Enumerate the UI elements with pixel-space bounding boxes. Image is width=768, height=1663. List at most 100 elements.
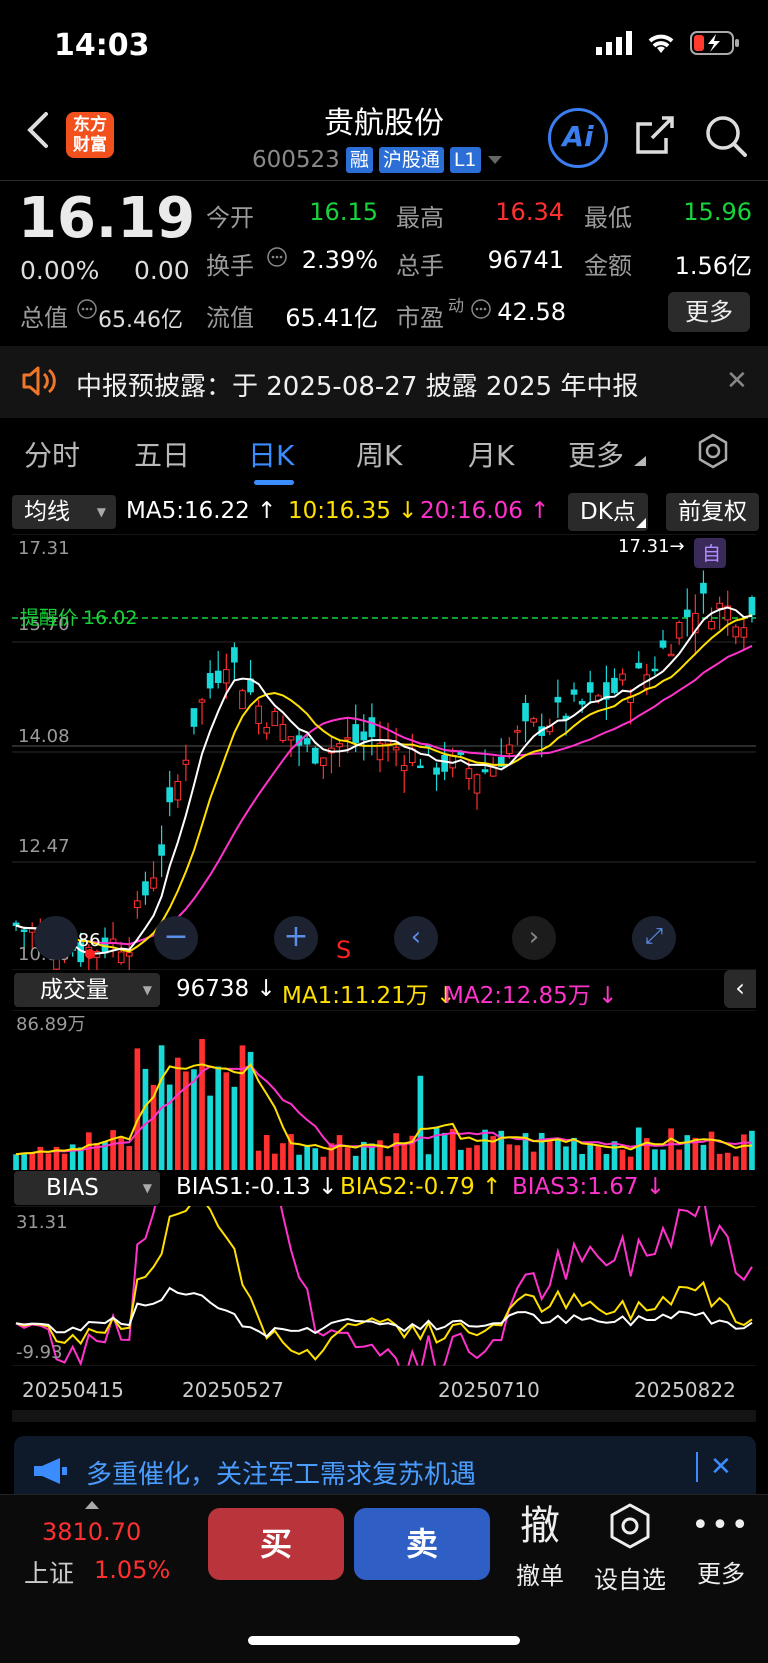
candle-body bbox=[320, 757, 327, 767]
ai-button[interactable]: Ai bbox=[548, 108, 608, 168]
volume-bar bbox=[29, 1152, 36, 1170]
volume-bar bbox=[425, 1154, 432, 1170]
volume-ma2-line bbox=[15, 1064, 753, 1156]
bias1-line bbox=[15, 1286, 753, 1338]
dropdown-icon bbox=[487, 156, 502, 164]
volume-bar bbox=[457, 1149, 464, 1170]
speaker-icon bbox=[22, 366, 56, 396]
add-watchlist-button[interactable]: 设自选 bbox=[586, 1502, 674, 1595]
volume-bar bbox=[684, 1135, 691, 1170]
volume-bar bbox=[587, 1143, 594, 1170]
more-quote-button[interactable]: 更多 bbox=[668, 292, 750, 332]
candle-body bbox=[514, 730, 521, 733]
volume-current-reading: 96738 ↓ bbox=[176, 976, 276, 1002]
candle-body bbox=[465, 768, 473, 779]
up-arrow-icon bbox=[85, 1501, 99, 1509]
info-icon[interactable] bbox=[76, 298, 98, 320]
scroll-left-icon[interactable]: ‹ bbox=[394, 916, 438, 960]
candle-body bbox=[360, 731, 368, 741]
volume-bar bbox=[546, 1139, 553, 1170]
cancel-order-button[interactable]: 撤 撤单 bbox=[508, 1502, 572, 1591]
share-icon[interactable] bbox=[632, 114, 676, 158]
pe-label: 市盈 bbox=[396, 304, 444, 332]
notice-bar[interactable] bbox=[0, 346, 768, 418]
volume-bar bbox=[449, 1128, 456, 1170]
sell-button[interactable]: 卖 bbox=[354, 1508, 490, 1580]
header-divider bbox=[0, 180, 768, 181]
zoom-in-icon[interactable]: + bbox=[274, 916, 318, 960]
float-cap-value: 65.41亿 bbox=[285, 304, 378, 332]
home-indicator bbox=[248, 1636, 520, 1645]
candle-body bbox=[368, 717, 376, 738]
volume-bar bbox=[643, 1138, 650, 1170]
tab-intraday[interactable]: 分时 bbox=[24, 439, 81, 472]
ma10-value: 10:16.35 bbox=[288, 498, 391, 524]
tab-daily-k[interactable]: 日K bbox=[248, 439, 295, 472]
bias-chart[interactable]: 31.31 -9.93 bbox=[12, 1206, 756, 1366]
scroll-right-icon[interactable]: › bbox=[512, 916, 556, 960]
volume-value: 96741 bbox=[487, 246, 564, 274]
volume-chart[interactable]: 86.89万 bbox=[12, 1010, 756, 1170]
ma-selector[interactable]: 均线 ▼ bbox=[12, 495, 116, 529]
promo-text: 多重催化，关注军工需求复苏机遇 bbox=[86, 1460, 477, 1490]
candle-body bbox=[392, 747, 400, 751]
tab-weekly-k[interactable]: 周K bbox=[356, 439, 403, 472]
tab-five-day[interactable]: 五日 bbox=[134, 439, 191, 472]
x-tick-4: 20250822 bbox=[634, 1378, 736, 1402]
index-value[interactable]: 3810.70 bbox=[42, 1518, 142, 1546]
volume-ma1: MA1:11.21万 bbox=[282, 983, 429, 1009]
signal-icon bbox=[596, 31, 632, 55]
volume-bar bbox=[280, 1143, 286, 1170]
stock-subtitle[interactable]: 600523 融 沪股通 L1 bbox=[252, 147, 503, 173]
volume-bar bbox=[320, 1156, 327, 1170]
fullscreen-icon[interactable]: ⤢ bbox=[632, 916, 676, 960]
volume-bar bbox=[603, 1154, 610, 1170]
bias-selector[interactable]: BIAS ▼ bbox=[14, 1171, 160, 1205]
collapse-panel-icon[interactable]: ‹ bbox=[724, 970, 756, 1008]
volume-bar bbox=[409, 1135, 416, 1170]
volume-bar bbox=[53, 1146, 60, 1170]
tab-monthly-k[interactable]: 月K bbox=[468, 439, 515, 472]
logo-text-line2: 财富 bbox=[73, 135, 107, 155]
bias1-reading: BIAS1:-0.13 ↓ bbox=[176, 1174, 338, 1200]
volume-bar bbox=[239, 1045, 246, 1170]
candle-body bbox=[263, 726, 271, 734]
search-icon[interactable] bbox=[704, 114, 748, 158]
settings-gear-icon[interactable] bbox=[694, 432, 732, 470]
cancel-order-label: 撤单 bbox=[516, 1562, 564, 1590]
candle-body bbox=[214, 670, 222, 684]
buy-button[interactable]: 买 bbox=[208, 1508, 344, 1580]
dk-point-button[interactable]: DK点 bbox=[568, 493, 648, 531]
close-icon[interactable]: ✕ bbox=[726, 366, 748, 396]
status-time: 14:03 bbox=[54, 28, 150, 63]
tab-more[interactable]: 更多 bbox=[568, 439, 625, 472]
candle-body bbox=[174, 781, 182, 801]
pan-handle[interactable] bbox=[34, 916, 78, 960]
self-select-badge[interactable] bbox=[694, 538, 726, 568]
info-icon[interactable] bbox=[266, 246, 288, 268]
ma20-reading: 20:16.06 ↑ bbox=[420, 498, 550, 524]
hexagon-icon bbox=[610, 1503, 650, 1549]
volume-bar bbox=[417, 1075, 424, 1170]
volume-ma1-line bbox=[15, 1062, 753, 1156]
adjust-button[interactable]: 前复权 bbox=[666, 493, 759, 531]
back-icon[interactable] bbox=[24, 110, 54, 150]
close-icon[interactable]: ✕ bbox=[710, 1452, 732, 1482]
volume-bar bbox=[142, 1068, 149, 1170]
candle-body bbox=[417, 765, 424, 769]
logo-text-line1: 东方 bbox=[73, 115, 107, 135]
more-menu-button[interactable]: ••• 更多 bbox=[690, 1502, 752, 1589]
tag-hk-connect: 沪股通 bbox=[378, 147, 444, 173]
candle-body bbox=[667, 653, 675, 657]
volume-bar bbox=[393, 1133, 399, 1170]
kline-chart[interactable]: 17.31 15.70 14.08 12.47 10.86 提醒价 16.02 … bbox=[12, 534, 756, 970]
volume-bar bbox=[85, 1132, 92, 1170]
ma-selector-label: 均线 bbox=[24, 499, 70, 525]
volume-selector[interactable]: 成交量 ▼ bbox=[14, 973, 160, 1007]
volume-bar bbox=[441, 1132, 448, 1170]
zoom-out-icon[interactable]: − bbox=[154, 916, 198, 960]
candle-body bbox=[222, 669, 230, 684]
stock-code: 600523 bbox=[252, 147, 340, 173]
x-tick-2: 20250527 bbox=[182, 1378, 284, 1402]
info-icon[interactable] bbox=[470, 298, 492, 320]
